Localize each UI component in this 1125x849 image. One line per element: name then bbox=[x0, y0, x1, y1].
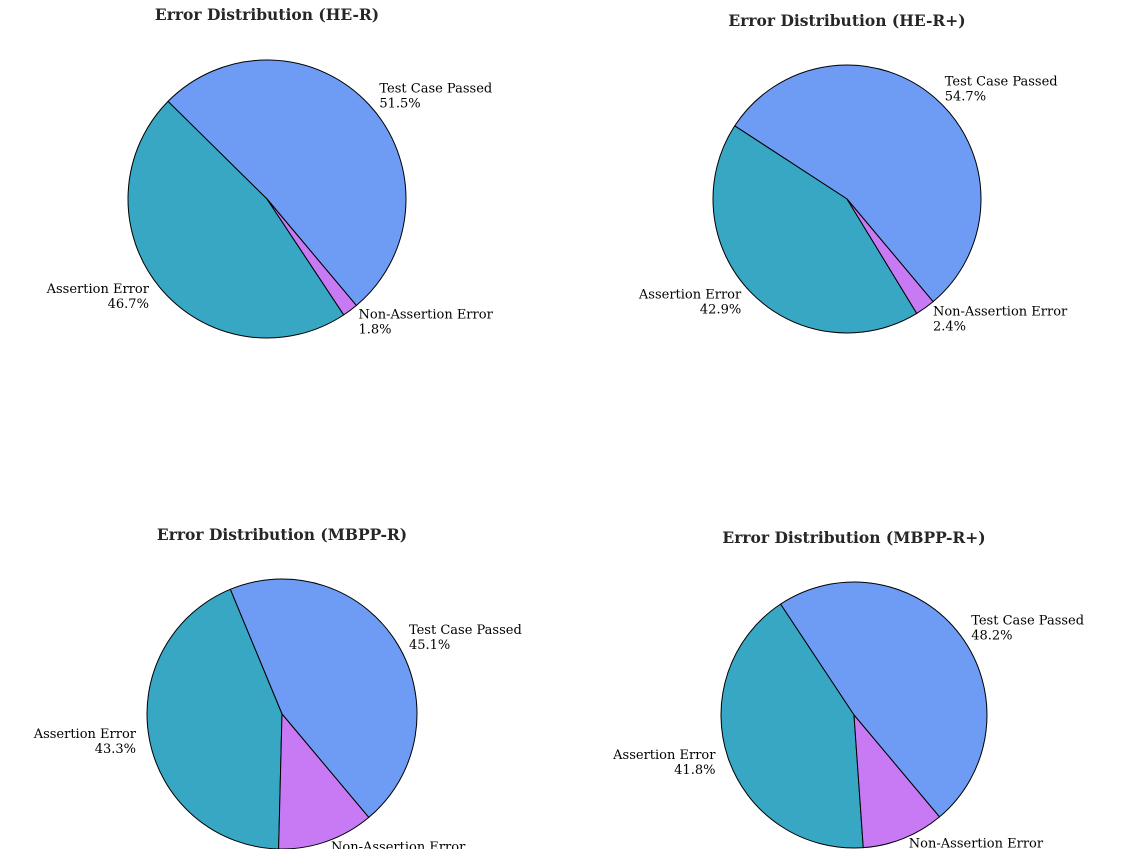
slice-label: Assertion Error 46.7% bbox=[46, 282, 150, 312]
slice-label-name: Non-Assertion Error bbox=[933, 305, 1068, 320]
slice-label-name: Test Case Passed bbox=[971, 613, 1084, 628]
pie-slice-non-assertion-error bbox=[853, 713, 941, 849]
slice-label-name: Non-Assertion Error bbox=[359, 308, 494, 323]
slice-label-percent: 2.4% bbox=[933, 320, 966, 335]
pie-slice-non-assertion-error bbox=[266, 198, 358, 316]
slice-label: Non-Assertion Error 1.8% bbox=[359, 308, 494, 338]
slice-label-percent: 54.7% bbox=[945, 90, 986, 105]
slice-label-percent: 43.3% bbox=[95, 742, 136, 757]
slice-label: Test Case Passed 48.2% bbox=[971, 613, 1084, 643]
slice-label: Non-Assertion Error10.0% bbox=[909, 837, 1044, 849]
slice-label-name: Assertion Error bbox=[46, 282, 150, 297]
slice-label-percent: 51.5% bbox=[379, 96, 420, 111]
chart-title: Error Distribution (HE-R) bbox=[155, 5, 379, 24]
slice-label: Non-Assertion Error 2.4% bbox=[933, 305, 1068, 335]
chart-title: Error Distribution (MBPP-R+) bbox=[722, 528, 985, 547]
slice-label: Test Case Passed 45.1% bbox=[409, 623, 522, 653]
pie-slice-test-case-passed bbox=[779, 581, 988, 818]
slice-label-name: Non-Assertion Error bbox=[331, 840, 466, 849]
slice-label-percent: 42.9% bbox=[700, 303, 741, 318]
slice-label: Assertion Error 43.3% bbox=[33, 727, 137, 757]
slice-label-name: Assertion Error bbox=[33, 727, 137, 742]
slice-label-name: Assertion Error bbox=[638, 288, 742, 303]
slice-label-name: Test Case Passed bbox=[409, 623, 522, 638]
slice-label-name: Test Case Passed bbox=[379, 81, 492, 96]
slice-label-percent: 41.8% bbox=[674, 763, 715, 778]
pie-slice-non-assertion-error bbox=[846, 198, 934, 315]
slice-label: Test Case Passed 54.7% bbox=[945, 75, 1058, 105]
slice-label: Test Case Passed 51.5% bbox=[379, 81, 492, 111]
pie-slice-assertion-error bbox=[720, 603, 864, 849]
pie-chart-4: Error Distribution (MBPP-R+) Test Case Pa… bbox=[612, 528, 1084, 849]
slice-label-percent: 46.7% bbox=[108, 297, 149, 312]
pie-chart-1: Error Distribution (HE-R) Test Case Passe… bbox=[46, 5, 494, 339]
slice-label-percent: 48.2% bbox=[971, 628, 1012, 643]
pie-chart-3: Error Distribution (MBPP-R) Test Case Pas… bbox=[33, 525, 522, 849]
chart-title: Error Distribution (MBPP-R) bbox=[157, 525, 407, 544]
slice-label: Non-Assertion Error11.5% bbox=[331, 840, 466, 849]
slice-label-name: Test Case Passed bbox=[945, 75, 1058, 90]
slice-label-percent: 45.1% bbox=[409, 638, 450, 653]
slice-label-percent: 1.8% bbox=[359, 323, 392, 338]
slice-label: Assertion Error 41.8% bbox=[612, 748, 716, 778]
pie-slice-assertion-error bbox=[712, 125, 918, 334]
pie-slice-assertion-error bbox=[127, 100, 345, 339]
pie-slice-test-case-passed bbox=[167, 59, 407, 307]
slice-label: Assertion Error 42.9% bbox=[638, 288, 742, 318]
pie-slice-test-case-passed bbox=[734, 64, 982, 303]
pie-slice-test-case-passed bbox=[229, 578, 418, 819]
pie-chart-2: Error Distribution (HE-R+) Test Case Pass… bbox=[638, 11, 1068, 335]
slice-label-name: Non-Assertion Error bbox=[909, 837, 1044, 849]
pie-slice-assertion-error bbox=[146, 588, 283, 849]
chart-title: Error Distribution (HE-R+) bbox=[728, 11, 965, 30]
slice-label-name: Assertion Error bbox=[612, 748, 716, 763]
